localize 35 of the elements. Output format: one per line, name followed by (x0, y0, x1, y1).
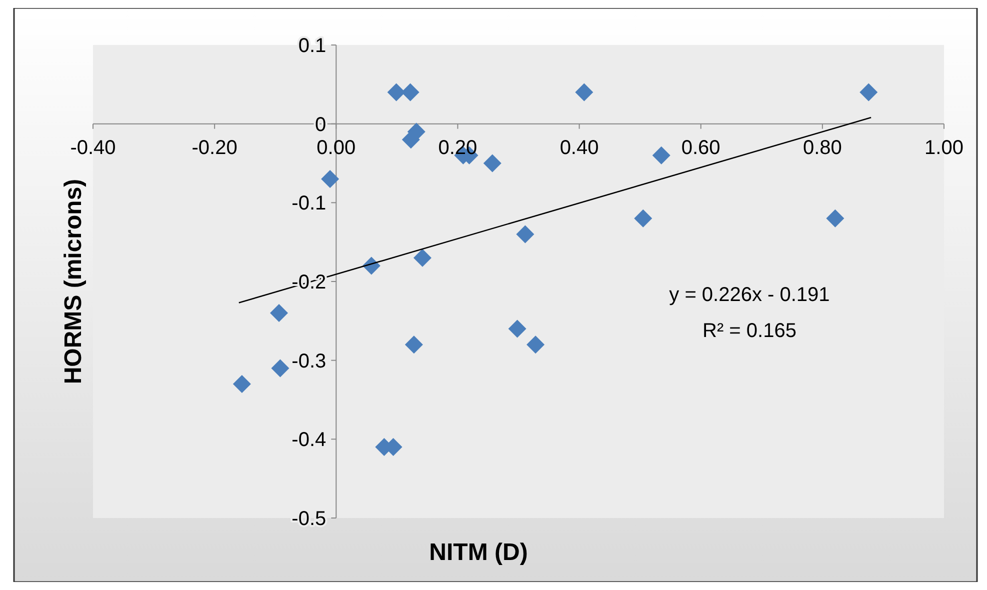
point (483, 154, 502, 172)
x-tick-label: 1.00 (924, 136, 964, 159)
x-axis-title: NITM (D) (429, 539, 528, 566)
x-tick-label: -0.20 (192, 136, 238, 159)
point (413, 248, 432, 267)
x-tick-label: 0.60 (681, 136, 720, 159)
point (516, 225, 534, 244)
x-tick-label: -0.40 (70, 136, 116, 159)
y-tick-label: -0.3 (292, 350, 326, 372)
point (526, 336, 545, 354)
point (826, 209, 844, 228)
point (271, 359, 290, 378)
point (401, 83, 420, 102)
point (575, 83, 594, 102)
annotation: R² = 0.165 (702, 320, 796, 342)
point (860, 83, 878, 102)
point (321, 170, 340, 188)
y-tick-label: -0.5 (292, 508, 326, 530)
y-tick-label: 0 (315, 114, 326, 136)
point (652, 146, 670, 164)
x-tick-label: 0.20 (438, 136, 478, 159)
point (270, 304, 288, 322)
point (232, 374, 251, 393)
y-tick-label: 0.1 (298, 35, 326, 57)
point (634, 209, 652, 228)
y-tick-label: -0.1 (292, 192, 326, 215)
point (387, 83, 406, 102)
x-tick-label: 0.00 (316, 136, 356, 159)
annotation: y = 0.226x - 0.191 (669, 284, 830, 306)
y-tick-label: -0.4 (292, 429, 326, 452)
y-axis-title: HORMS (microns) (60, 178, 87, 384)
point (508, 320, 526, 338)
point (404, 336, 423, 354)
x-tick-label: 0.80 (802, 136, 842, 159)
x-tick-label: 0.40 (560, 136, 599, 159)
